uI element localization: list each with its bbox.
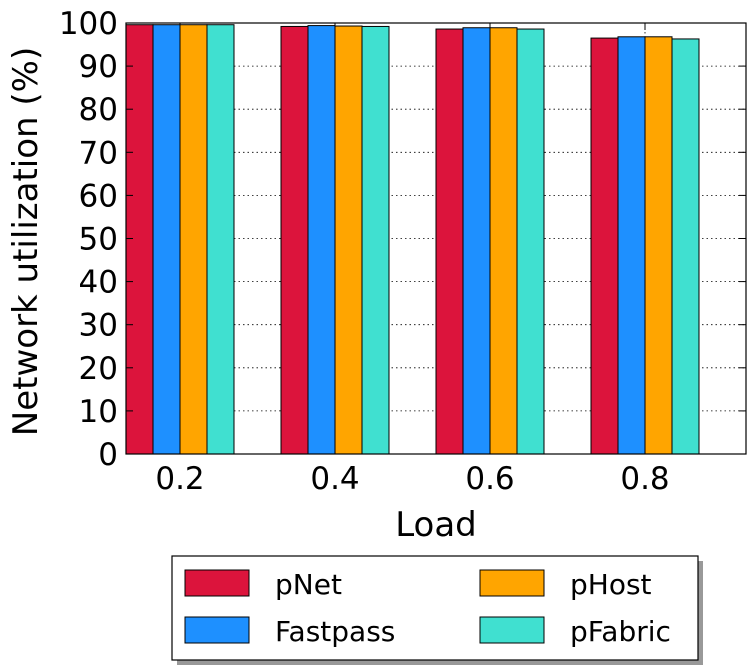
legend-label-fastpass: Fastpass [275,615,395,648]
y-tick-label: 10 [79,394,118,430]
legend-swatch-pfabric [479,616,545,644]
bar-pnet-0.4 [280,25,309,455]
bar-pfabric-0.4 [361,25,390,455]
y-tick-label: 60 [79,178,118,214]
bar-fastpass-0.6 [462,27,491,455]
bar-fastpass-0.4 [307,25,336,455]
bar-fastpass-0.2 [152,24,181,455]
x-tick-label: 0.8 [620,461,669,497]
legend-label-phost: pHost [570,568,652,601]
y-tick-label: 0 [98,437,118,473]
legend-label-pnet: pNet [275,568,342,601]
x-axis-label: Load [395,505,477,545]
bar-pfabric-0.6 [516,28,545,455]
bars [125,24,700,455]
x-tick-label: 0.6 [465,461,514,497]
bar-fastpass-0.8 [617,36,646,455]
bar-phost-0.2 [179,24,208,455]
bar-pfabric-0.8 [671,38,700,455]
y-axis-label: Network utilization (%) [6,47,46,436]
y-tick-label: 50 [79,222,118,258]
bar-pnet-0.6 [435,28,464,455]
legend-swatch-pnet [184,569,250,597]
y-tick-label: 70 [79,135,118,171]
bar-pfabric-0.2 [206,24,235,455]
legend-box [171,555,699,661]
x-tick-label: 0.4 [310,461,359,497]
axis-ticks: 0 10 20 30 40 50 60 70 80 90 100 0.2 0.4 0.6 0.8 [59,6,746,497]
y-tick-label: 30 [79,308,118,344]
legend-label-pfabric: pFabric [570,615,671,648]
bar-pnet-0.2 [125,24,154,455]
bar-phost-0.8 [644,36,673,455]
y-tick-label: 90 [79,49,118,85]
legend-swatch-fastpass [184,616,250,644]
bar-phost-0.4 [334,25,363,455]
y-tick-label: 100 [59,6,118,42]
bar-pnet-0.8 [590,37,619,455]
y-tick-label: 40 [79,265,118,301]
legend-swatch-phost [479,569,545,597]
x-tick-label: 0.2 [155,461,204,497]
y-tick-label: 20 [79,351,118,387]
y-tick-label: 80 [79,92,118,128]
bar-phost-0.6 [489,27,518,455]
legend: pNet Fastpass pHost pFabric [171,555,703,665]
